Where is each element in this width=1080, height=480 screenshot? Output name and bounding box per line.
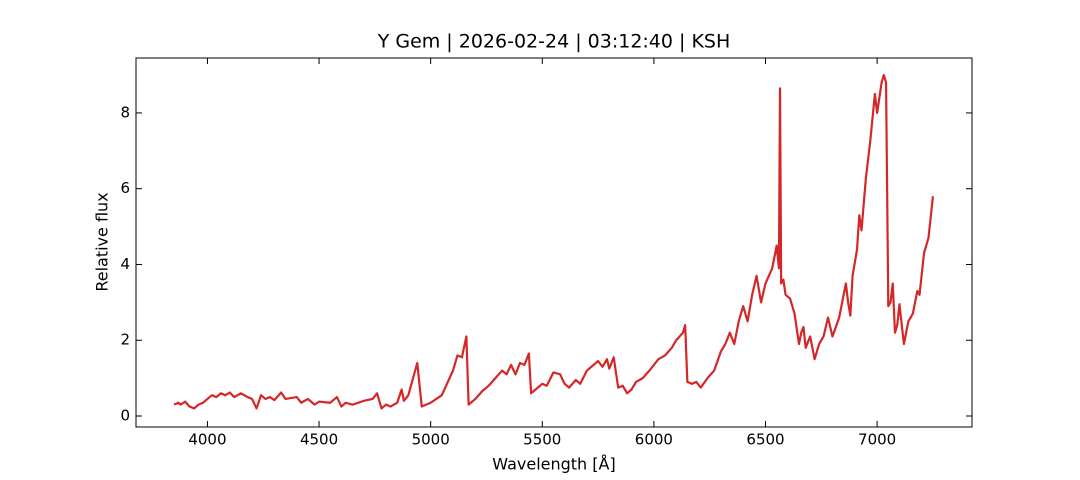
spectrum-line — [173, 73, 935, 410]
y-tick-label: 0 — [120, 407, 130, 425]
x-tick-label: 4500 — [300, 431, 338, 449]
x-tick-label: 6000 — [635, 431, 673, 449]
x-axis-label: Wavelength [Å] — [492, 455, 615, 474]
plot-frame — [135, 57, 973, 428]
y-tick-label: 8 — [120, 103, 130, 121]
y-tick-label: 4 — [120, 255, 130, 273]
x-tick-label: 6500 — [746, 431, 784, 449]
x-tick-label: 4000 — [188, 431, 226, 449]
chart-title: Y Gem | 2026-02-24 | 03:12:40 | KSH — [377, 31, 731, 53]
x-tick-label: 5000 — [412, 431, 450, 449]
y-tick-label: 6 — [120, 179, 130, 197]
x-tick-label: 7000 — [858, 431, 896, 449]
y-tick-label: 2 — [120, 331, 130, 349]
x-tick-label: 5500 — [523, 431, 561, 449]
y-axis-label: Relative flux — [93, 192, 112, 291]
